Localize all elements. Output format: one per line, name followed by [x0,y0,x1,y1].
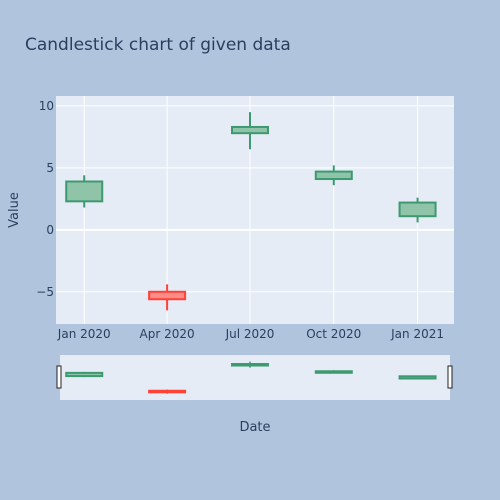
x-axis-label: Date [239,420,270,435]
y-tick-label: 5 [46,161,54,175]
candle-body [65,180,104,203]
x-tick-label: Jan 2020 [57,327,111,341]
range-slider[interactable] [60,355,450,400]
range-slider-right-handle[interactable] [447,365,453,389]
y-axis-label: Value [7,192,22,228]
slider-candle [65,371,104,378]
range-slider-left-handle[interactable] [56,365,62,389]
y-tick-label: −5 [36,285,54,299]
range-slider-candles [65,361,437,394]
candle [65,175,104,208]
y-tick-label: 0 [46,223,54,237]
slider-candle-body [148,389,187,394]
slider-candle [230,361,269,368]
candle-body [314,170,353,181]
candle-body [398,201,437,218]
slider-candle-body [65,371,104,378]
x-tick-label: Jul 2020 [225,327,275,341]
candle [398,197,437,223]
candles [65,112,437,311]
slider-candle-body [230,363,269,367]
slider-candle-body [314,370,353,374]
x-tick-label: Jan 2021 [390,327,444,341]
y-axis-ticks: −5 0 5 10 [36,99,54,299]
candle [314,165,353,186]
candle [230,112,269,150]
slider-candle-body [398,375,437,380]
x-tick-label: Oct 2020 [306,327,361,341]
slider-candle [148,389,187,394]
candle [148,284,187,311]
y-tick-label: 10 [39,99,54,113]
candle-body [148,290,187,301]
x-tick-label: Apr 2020 [140,327,195,341]
chart-title: Candlestick chart of given data [25,35,291,55]
candle-body [230,125,269,135]
slider-candle [398,375,437,380]
slider-candle [314,370,353,374]
x-axis-ticks: Jan 2020 Apr 2020 Jul 2020 Oct 2020 Jan 2021 [57,327,444,341]
